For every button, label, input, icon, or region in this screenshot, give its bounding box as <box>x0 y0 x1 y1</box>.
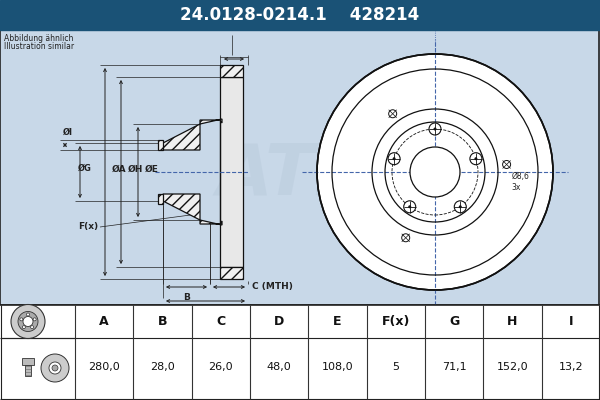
Text: I: I <box>569 315 573 328</box>
Text: Ø8,6
3x: Ø8,6 3x <box>512 172 529 192</box>
Polygon shape <box>163 124 200 150</box>
Circle shape <box>52 365 58 371</box>
Circle shape <box>31 326 34 329</box>
Circle shape <box>410 147 460 197</box>
Text: H: H <box>508 315 518 328</box>
Circle shape <box>18 312 38 332</box>
Text: B: B <box>158 315 167 328</box>
Circle shape <box>454 201 466 213</box>
Text: F(x): F(x) <box>382 315 410 328</box>
Circle shape <box>11 304 45 338</box>
Bar <box>22 358 34 365</box>
Circle shape <box>503 160 511 168</box>
Circle shape <box>404 201 416 213</box>
Text: Abbildung ähnlich: Abbildung ähnlich <box>4 34 73 43</box>
Text: E: E <box>333 315 342 328</box>
Text: 5: 5 <box>392 362 400 372</box>
Text: 24.0128-0214.1    428214: 24.0128-0214.1 428214 <box>181 6 419 24</box>
Text: 108,0: 108,0 <box>322 362 353 372</box>
Polygon shape <box>200 119 222 124</box>
Text: ØH: ØH <box>128 164 143 174</box>
Bar <box>0 305 600 400</box>
Circle shape <box>20 318 23 321</box>
Text: B: B <box>183 293 190 302</box>
Circle shape <box>470 153 482 165</box>
Circle shape <box>41 354 69 382</box>
Text: ØE: ØE <box>145 164 159 174</box>
Circle shape <box>22 326 25 329</box>
Circle shape <box>23 316 33 326</box>
Text: ATE: ATE <box>216 140 364 210</box>
Bar <box>0 0 600 30</box>
Text: 48,0: 48,0 <box>267 362 292 372</box>
Circle shape <box>402 234 410 242</box>
Polygon shape <box>163 194 200 220</box>
Circle shape <box>33 318 36 321</box>
Text: C (MTH): C (MTH) <box>252 282 293 292</box>
Polygon shape <box>220 267 243 279</box>
Circle shape <box>429 123 441 135</box>
Text: ØA: ØA <box>112 164 127 174</box>
Circle shape <box>49 362 61 374</box>
Circle shape <box>388 153 400 165</box>
Circle shape <box>389 110 397 118</box>
Text: ØI: ØI <box>63 128 73 136</box>
Text: G: G <box>449 315 459 328</box>
Circle shape <box>392 157 395 160</box>
Bar <box>0 30 600 305</box>
Text: Illustration similar: Illustration similar <box>4 42 74 51</box>
Text: 13,2: 13,2 <box>559 362 583 372</box>
Circle shape <box>433 128 437 130</box>
Text: 26,0: 26,0 <box>209 362 233 372</box>
Polygon shape <box>220 77 243 267</box>
Text: F(x): F(x) <box>78 222 98 232</box>
Text: C: C <box>216 315 226 328</box>
Bar <box>25 365 31 376</box>
Circle shape <box>408 205 411 208</box>
Text: D: D <box>202 307 209 316</box>
Circle shape <box>475 157 478 160</box>
Polygon shape <box>220 65 243 77</box>
Text: A: A <box>100 315 109 328</box>
Text: 71,1: 71,1 <box>442 362 466 372</box>
Polygon shape <box>158 140 163 150</box>
Text: 28,0: 28,0 <box>150 362 175 372</box>
Polygon shape <box>200 220 222 225</box>
Circle shape <box>317 54 553 290</box>
Text: ØG: ØG <box>78 164 92 172</box>
Polygon shape <box>158 194 163 204</box>
Text: 280,0: 280,0 <box>88 362 120 372</box>
Text: D: D <box>274 315 284 328</box>
Circle shape <box>459 205 462 208</box>
Text: 152,0: 152,0 <box>497 362 529 372</box>
Circle shape <box>26 313 29 316</box>
